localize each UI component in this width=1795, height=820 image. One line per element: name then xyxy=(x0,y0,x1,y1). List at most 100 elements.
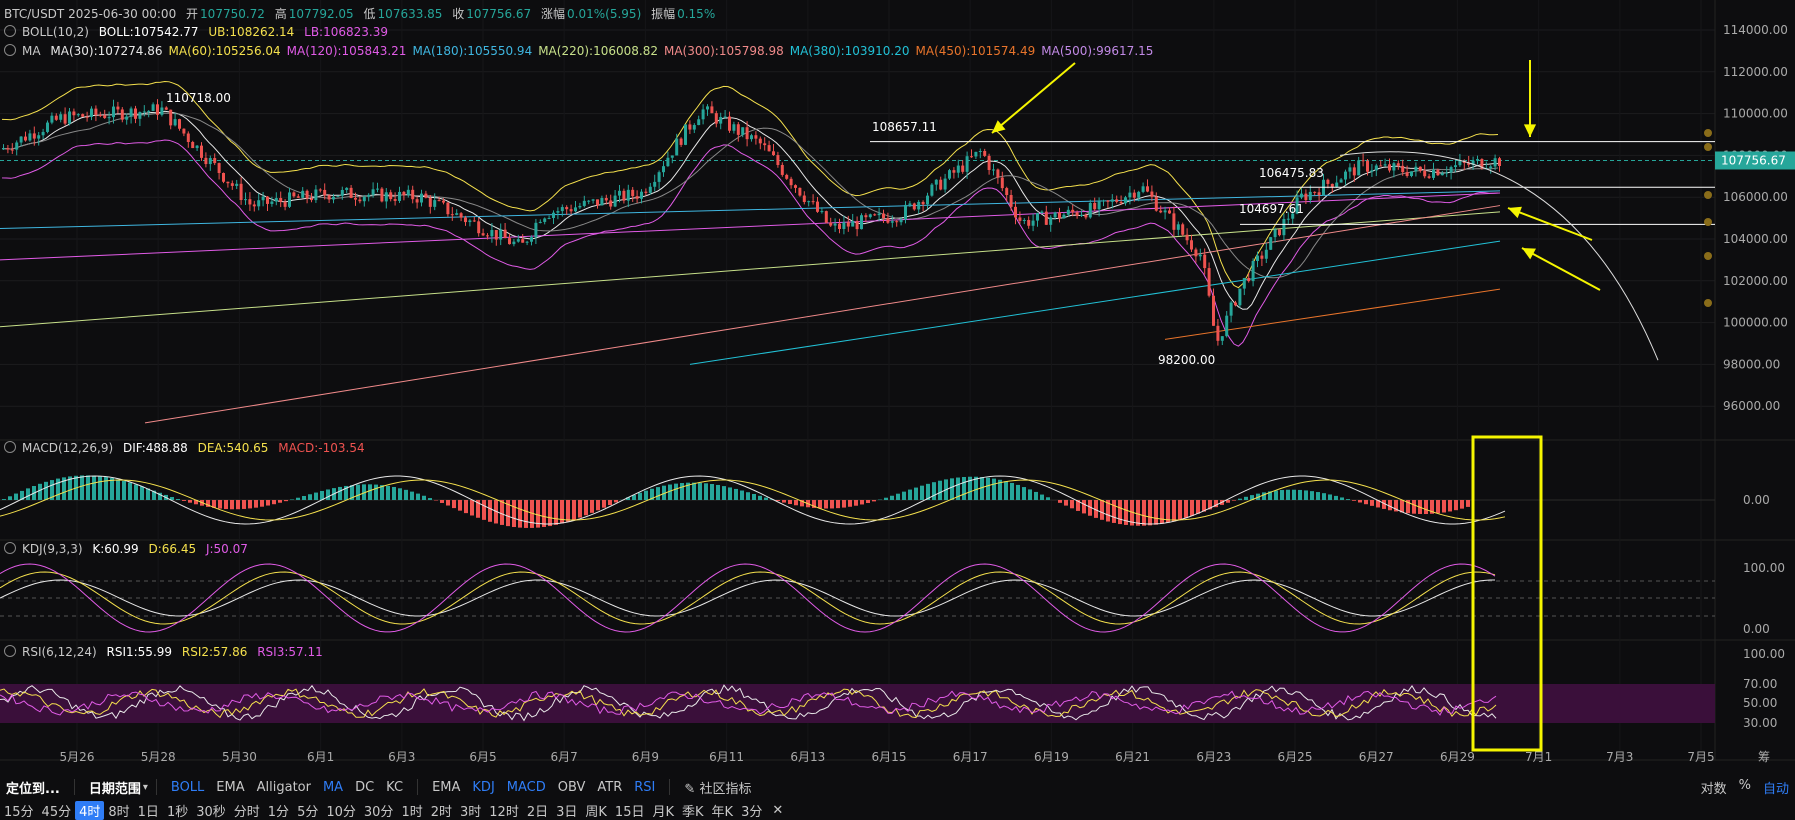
eye-icon[interactable] xyxy=(4,542,16,554)
timeframe-14[interactable]: 3时 xyxy=(460,805,482,820)
macd-bar xyxy=(764,497,768,500)
price-tick: 104000.00 xyxy=(1723,232,1788,246)
macd-bar xyxy=(230,500,234,510)
kdj-legend[interactable]: KDJ(9,3,3) K:60.99 D:66.45 J:50.07 xyxy=(4,541,254,557)
candle xyxy=(1049,217,1053,225)
sub-indicator-atr[interactable]: ATR xyxy=(597,779,623,795)
timeframe-12[interactable]: 1时 xyxy=(401,805,423,820)
timeframe-22[interactable]: 年K xyxy=(711,805,734,820)
percent-scale-button[interactable]: % xyxy=(1738,777,1751,793)
candle xyxy=(934,179,938,185)
timeframe-11[interactable]: 30分 xyxy=(363,805,394,820)
timeframe-8[interactable]: 1分 xyxy=(267,805,290,820)
candle xyxy=(692,125,696,130)
candle xyxy=(1308,191,1312,201)
candle xyxy=(1379,165,1383,167)
timeframe-6[interactable]: 30秒 xyxy=(196,805,226,820)
sub-indicator-ema[interactable]: EMA xyxy=(432,779,461,795)
candle xyxy=(1150,191,1154,197)
timeframe-17[interactable]: 3日 xyxy=(556,805,578,820)
boll-legend[interactable]: BOLL(10,2) BOLL:107542.77 UB:108262.14 L… xyxy=(4,24,394,40)
timeframe-7[interactable]: 分时 xyxy=(233,805,260,820)
level-label-2: 104697.61 xyxy=(1239,202,1304,216)
candle xyxy=(310,198,313,201)
candle xyxy=(1423,170,1427,177)
macd-legend[interactable]: MACD(12,26,9) DIF:488.88 DEA:540.65 MACD… xyxy=(4,440,371,456)
eye-icon[interactable] xyxy=(4,44,16,56)
timeframe-20[interactable]: 月K xyxy=(652,805,674,820)
candle xyxy=(455,213,459,215)
date-tick: 6月21 xyxy=(1115,750,1150,764)
candle xyxy=(283,201,287,207)
macd-bar xyxy=(1232,500,1236,501)
candle xyxy=(930,184,934,196)
community-indicator-button[interactable]: ✎ 社区指标 xyxy=(678,778,757,797)
macd-bar xyxy=(956,477,960,500)
date-range-button[interactable]: 日期范围 xyxy=(88,781,141,797)
date-tick: 6月5 xyxy=(469,750,496,764)
macd-bar xyxy=(860,500,864,505)
timeframe-4[interactable]: 1日 xyxy=(137,805,159,820)
kdj-name: KDJ(9,3,3) xyxy=(22,542,83,556)
main-indicator-kc[interactable]: KC xyxy=(386,779,404,795)
close-value: 107756.67 xyxy=(466,7,532,21)
timeframe-5[interactable]: 1秒 xyxy=(166,805,189,820)
sub-indicator-obv[interactable]: OBV xyxy=(557,779,586,795)
candle xyxy=(1330,183,1334,187)
timeframe-21[interactable]: 季K xyxy=(682,805,704,820)
macd-bar xyxy=(758,495,762,500)
macd-bar xyxy=(1286,489,1290,500)
eye-icon[interactable] xyxy=(4,25,16,37)
auto-scale-button[interactable]: 自动 xyxy=(1762,781,1789,797)
amp-value: 0.15% xyxy=(677,7,716,21)
high-label: 高 xyxy=(274,7,287,21)
macd-bar xyxy=(56,478,60,500)
candle xyxy=(222,173,225,182)
candle xyxy=(789,178,793,186)
candle xyxy=(244,199,247,201)
main-indicator-ema[interactable]: EMA xyxy=(216,779,245,795)
ma-220-line xyxy=(0,211,1501,328)
timeframe-0[interactable]: 15分 xyxy=(4,805,34,820)
eye-icon[interactable] xyxy=(4,645,16,657)
locate-button[interactable]: 定位到... xyxy=(6,781,60,797)
timeframe-15[interactable]: 12时 xyxy=(489,805,519,820)
ma-legend[interactable]: MA MA(30):107274.86 MA(60):105256.04 MA(12… xyxy=(4,43,1165,59)
sub-indicator-macd[interactable]: MACD xyxy=(506,779,546,795)
sub-indicator-rsi[interactable]: RSI xyxy=(634,779,656,795)
candle xyxy=(459,213,463,218)
log-scale-button[interactable]: 对数 xyxy=(1700,781,1727,797)
timeframe-9[interactable]: 5分 xyxy=(297,805,319,820)
candle xyxy=(1374,165,1378,171)
candle xyxy=(1251,261,1255,282)
candle xyxy=(76,114,80,116)
timeframe-23[interactable]: 3分 xyxy=(741,805,763,820)
macd-bar xyxy=(368,484,372,500)
timeframe-13[interactable]: 2时 xyxy=(430,805,452,820)
price-tick: 96000.00 xyxy=(1723,399,1780,413)
timeframe-10[interactable]: 10分 xyxy=(326,805,356,820)
candle xyxy=(1128,192,1132,198)
sub-indicator-kdj[interactable]: KDJ xyxy=(472,779,495,795)
timeframe-2[interactable]: 4时 xyxy=(75,801,105,820)
candle xyxy=(684,124,687,145)
timeframe-3[interactable]: 8时 xyxy=(108,805,130,820)
date-tick: 6月15 xyxy=(872,750,907,764)
timeframe-18[interactable]: 周K xyxy=(585,805,607,820)
main-indicator-alligator[interactable]: Alligator xyxy=(256,779,311,795)
main-indicator-boll[interactable]: BOLL xyxy=(170,779,205,795)
timeframe-19[interactable]: 15日 xyxy=(614,805,645,820)
main-indicator-ma[interactable]: MA xyxy=(322,779,344,795)
close-icon[interactable]: ✕ xyxy=(772,803,784,818)
macd-bar xyxy=(140,486,144,500)
rsi-legend[interactable]: RSI(6,12,24) RSI1:55.99 RSI2:57.86 RSI3:… xyxy=(4,644,329,660)
eye-icon[interactable] xyxy=(4,441,16,453)
ma-name: MA xyxy=(22,44,41,58)
yellow-arrow xyxy=(991,62,1076,134)
date-tick: 6月9 xyxy=(632,750,659,764)
timeframe-16[interactable]: 2日 xyxy=(526,805,549,820)
timeframe-1[interactable]: 45分 xyxy=(41,805,72,820)
main-indicator-dc[interactable]: DC xyxy=(355,779,375,795)
candle xyxy=(1256,255,1259,262)
